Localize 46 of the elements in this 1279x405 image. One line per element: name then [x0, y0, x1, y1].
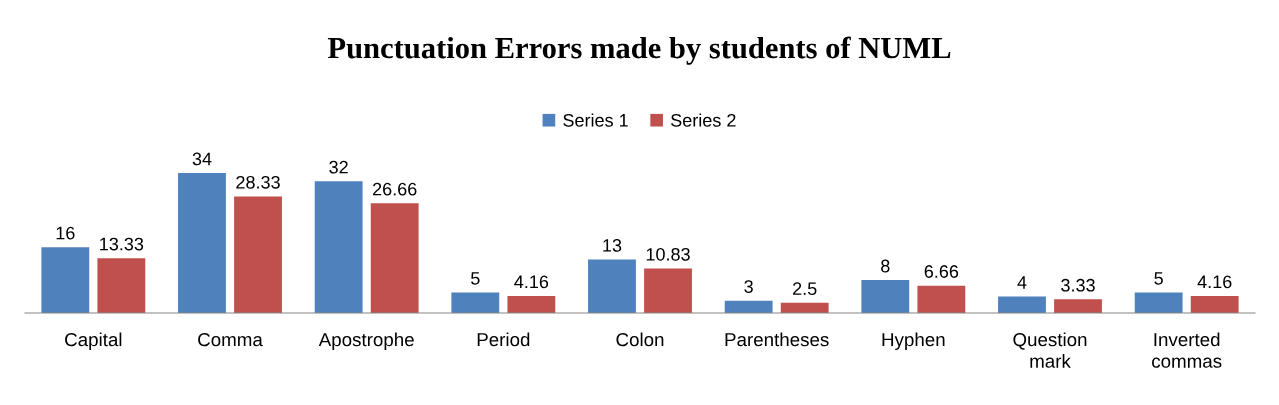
- x-tick-label: Capital: [65, 332, 122, 350]
- x-tick-label: Question mark: [1013, 332, 1087, 368]
- data-label: 4.16: [1197, 275, 1232, 289]
- data-label: 3.33: [1061, 278, 1095, 292]
- bar: [370, 203, 419, 314]
- bar: [178, 173, 226, 314]
- bar: [451, 292, 500, 314]
- data-label: 13.33: [100, 237, 144, 251]
- legend-label: Series 1: [563, 113, 628, 127]
- bar: [588, 259, 636, 314]
- data-label: 26.66: [373, 182, 417, 196]
- bar: [1190, 295, 1239, 314]
- bar: [314, 181, 363, 314]
- x-tick-label: Hyphen: [882, 332, 945, 350]
- bar: [41, 247, 90, 314]
- data-label: 34: [192, 152, 212, 166]
- bar: [97, 258, 146, 314]
- data-label: 16: [56, 226, 75, 240]
- bar: [1054, 299, 1102, 314]
- x-tick-label: Apostrophe: [318, 332, 414, 350]
- data-label: 32: [329, 160, 348, 174]
- data-label: 3: [744, 280, 753, 293]
- x-tick-label: Parentheses: [725, 332, 829, 347]
- x-tick-label: Period: [477, 332, 530, 347]
- data-label: 5: [1154, 272, 1163, 285]
- bar: [644, 268, 692, 314]
- data-label: 6.66: [924, 265, 959, 278]
- legend-label: Series 2: [671, 113, 736, 127]
- data-label: 4.16: [514, 275, 549, 289]
- bar: [861, 280, 910, 314]
- data-label: 13: [603, 239, 622, 252]
- data-label: 10.83: [646, 247, 690, 261]
- chart-title: Punctuation Errors made by students of NUML: [327, 36, 951, 65]
- bar: [234, 196, 282, 314]
- data-label: 8: [881, 259, 890, 273]
- bar: [507, 295, 556, 314]
- data-label: 2.5: [793, 282, 817, 296]
- data-label: 4: [1017, 276, 1027, 289]
- bar: [1134, 292, 1183, 314]
- data-label: 5: [471, 272, 480, 285]
- x-tick-label: Colon: [616, 332, 664, 347]
- x-tick-label: Comma: [198, 333, 263, 347]
- x-tick-label: Inverted commas: [1152, 332, 1222, 368]
- data-label: 28.33: [236, 175, 280, 189]
- bar: [998, 296, 1046, 314]
- bar: [917, 285, 966, 314]
